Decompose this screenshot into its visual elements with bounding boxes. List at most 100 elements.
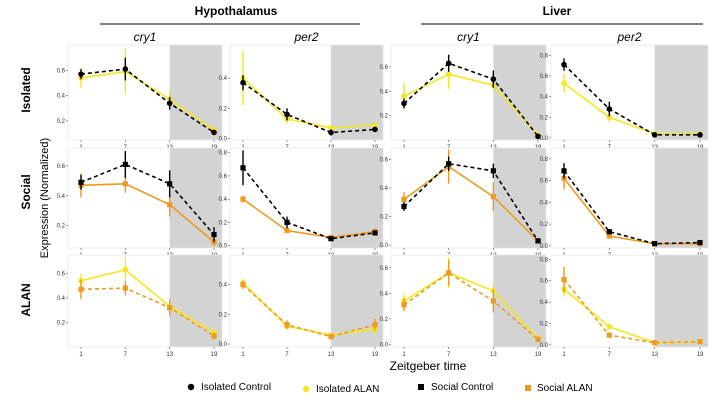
y-tick-label: 0.4: [219, 76, 228, 82]
y-tick-label: 0.8: [540, 53, 549, 59]
panel-border: [390, 147, 547, 249]
panel-title: cry1: [457, 30, 480, 44]
series-social-control: [401, 156, 541, 244]
y-tick-label: 0.2: [219, 106, 228, 112]
data-point: [535, 336, 541, 342]
y-tick-label: 0.4: [540, 200, 549, 206]
data-point: [401, 196, 407, 203]
x-tick-label: 7: [608, 352, 612, 358]
data-point: [445, 71, 452, 78]
series-isolated-control: [78, 57, 217, 136]
x-tick-label: 13: [651, 352, 658, 358]
x-tick-label: 13: [490, 352, 497, 358]
series-social-alan: [401, 260, 541, 342]
legend-label-social-alan: Social ALAN: [537, 383, 593, 394]
dark-phase-shading: [654, 255, 708, 347]
data-point: [240, 282, 246, 288]
dark-phase-shading: [493, 45, 546, 140]
data-point: [535, 238, 541, 244]
data-point: [122, 181, 128, 187]
y-tick-label: 0.0: [380, 243, 389, 249]
data-point: [401, 302, 407, 308]
x-tick-label: 1: [241, 352, 245, 358]
data-point: [122, 285, 128, 291]
series-line: [403, 62, 539, 137]
x-tick-label: 19: [697, 352, 704, 358]
panel-border: [67, 147, 223, 249]
panel-border: [67, 254, 223, 348]
data-point: [240, 79, 246, 86]
legend-label-isolated-alan: Isolated ALAN: [316, 384, 379, 395]
series-isolated-control: [401, 54, 541, 140]
panel-grid: cry1 0.2 0.4 0.6 1 7 13 19 per2 0.0 0.2 0.4 1 7 13 19 cr…: [57, 30, 709, 358]
x-tick-label: 19: [211, 352, 218, 358]
y-tick-label: 0.6: [380, 266, 389, 272]
data-point: [446, 270, 452, 276]
data-point: [167, 181, 173, 187]
data-point: [284, 111, 290, 118]
data-point: [561, 168, 567, 174]
y-tick-label: 0.6: [380, 157, 389, 163]
legend: Isolated Control Isolated ALAN Social Co…: [187, 382, 593, 395]
series-line: [80, 268, 215, 333]
series-isolated-control: [240, 75, 378, 136]
data-point: [372, 122, 378, 128]
y-tick-label: 0.4: [380, 186, 389, 192]
y-tick-label: 0.0: [540, 343, 549, 349]
data-point: [78, 179, 84, 185]
x-tick-label: 7: [447, 352, 451, 358]
series-line: [403, 162, 539, 242]
group-title-hypothalamus: Hypothalamus: [195, 4, 278, 18]
series-line: [242, 284, 376, 338]
data-point: [561, 80, 567, 87]
data-point: [372, 322, 378, 328]
x-tick-label: 13: [166, 352, 173, 358]
data-point: [240, 165, 246, 171]
x-tick-label: 7: [285, 352, 289, 358]
data-point: [284, 227, 290, 234]
series-line: [242, 198, 376, 239]
data-point: [167, 305, 173, 311]
series-social-alan: [240, 280, 378, 340]
y-tick-label: 0.4: [57, 94, 66, 100]
data-point: [490, 168, 496, 174]
panel-border: [67, 44, 223, 141]
panel-border: [229, 254, 384, 348]
legend-marker-isolated-control: [187, 383, 195, 391]
y-tick-label: 0.0: [219, 342, 228, 348]
data-point: [372, 230, 378, 236]
group-title-liver: Liver: [543, 4, 572, 18]
data-point: [535, 133, 541, 140]
data-point: [328, 236, 334, 242]
panel-title: per2: [616, 30, 641, 44]
row-label-isolated: Isolated: [19, 67, 33, 112]
x-tick-label: 1: [562, 352, 566, 358]
legend-label-isolated-control: Isolated Control: [201, 382, 271, 393]
series-line: [80, 287, 215, 337]
data-point: [606, 106, 613, 112]
panel-border: [229, 44, 384, 141]
y-tick-label: 0.2: [540, 115, 549, 121]
series-line: [403, 272, 539, 339]
y-tick-label: 0.0: [540, 136, 549, 142]
series-social-control: [561, 163, 703, 247]
series-line: [80, 182, 215, 243]
y-tick-label: 0.8: [219, 151, 228, 157]
dark-phase-shading: [169, 148, 222, 248]
y-tick-label: 0.2: [540, 222, 549, 228]
x-axis-label: Zeitgeber time: [390, 359, 467, 373]
y-tick-label: 0.4: [219, 197, 228, 203]
series-line: [403, 165, 539, 242]
data-point: [328, 125, 334, 131]
y-tick-label: 0.2: [219, 220, 228, 226]
data-point: [372, 126, 378, 133]
data-point: [122, 161, 128, 168]
series-social-control: [240, 150, 378, 242]
data-point: [328, 334, 334, 340]
data-point: [697, 239, 703, 246]
